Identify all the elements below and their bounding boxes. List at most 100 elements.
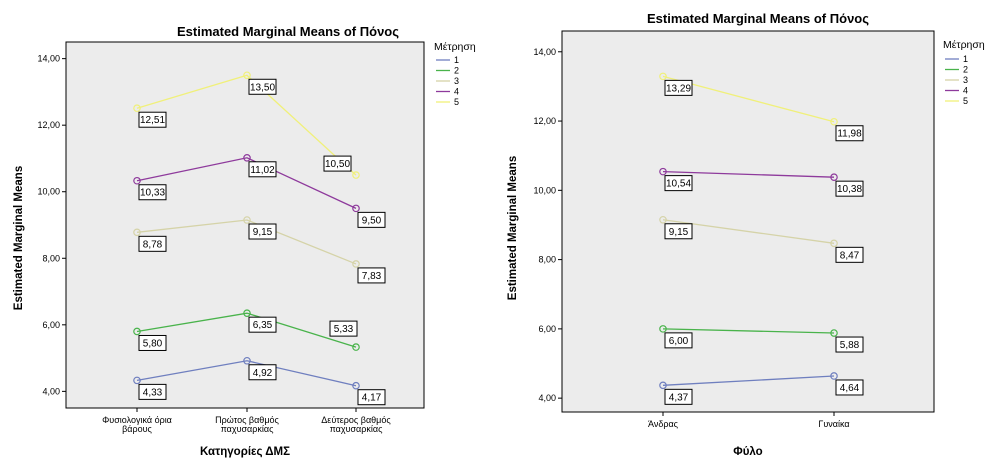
data-label-box [835, 336, 864, 353]
data-point [133, 327, 141, 336]
chart-bmi: Estimated Marginal Means of Πόνος Κατηγο… [13, 24, 476, 458]
data-label-box [138, 111, 167, 128]
data-label: 5,88 [840, 340, 860, 351]
data-point [352, 381, 360, 390]
data-point [830, 117, 838, 126]
data-point [243, 216, 251, 224]
data-label-box [664, 175, 693, 192]
data-label-box [138, 184, 167, 201]
series-line-1 [136, 360, 357, 387]
data-point [352, 343, 360, 351]
data-point [830, 173, 838, 181]
data-label-box [835, 379, 864, 396]
data-point [243, 153, 251, 162]
y-axis-title: Estimated Marginal Means [13, 166, 25, 310]
data-label-box [664, 223, 693, 240]
x-tick-label: βάρους [122, 424, 152, 434]
data-point [352, 260, 360, 268]
data-label: 10,33 [140, 188, 165, 199]
legend-title: Μέτρηση [434, 41, 476, 53]
data-label: 4,33 [143, 387, 163, 398]
data-label: 10,50 [325, 159, 350, 170]
x-tick-label: Φυσιολογικά όρια [102, 415, 172, 425]
data-point [659, 72, 667, 81]
data-label: 5,33 [334, 324, 354, 335]
y-tick-label: 12,00 [533, 116, 556, 126]
series-line-2 [662, 328, 835, 334]
data-point [352, 204, 360, 213]
data-label-box [248, 161, 277, 178]
y-tick-label: 6,00 [538, 324, 556, 334]
data-label: 12,51 [140, 115, 165, 126]
data-label: 8,78 [143, 239, 163, 250]
legend-entry: 5 [963, 96, 968, 106]
data-label: 9,15 [253, 227, 273, 238]
data-label-box [138, 334, 167, 351]
y-axis-title: Estimated Marginal Means [507, 156, 519, 300]
data-label: 6,35 [253, 320, 273, 331]
data-label: 10,54 [666, 179, 691, 190]
plot-area [561, 30, 935, 413]
data-label: 11,98 [837, 129, 862, 140]
data-point [133, 228, 141, 237]
legend-entry: 1 [963, 54, 968, 64]
y-tick-label: 14,00 [533, 47, 556, 57]
series-line-4 [136, 157, 357, 209]
data-label: 13,50 [250, 82, 275, 93]
legend-entry: 2 [454, 66, 459, 76]
data-label-box [835, 180, 864, 197]
chart-gender: Estimated Marginal Means of Πόνος Φύλο E… [507, 11, 985, 458]
y-tick-label: 8,00 [538, 255, 556, 265]
data-label-box [138, 235, 167, 252]
data-point [243, 356, 251, 365]
x-tick-label: Γυναίκα [818, 419, 849, 429]
data-label-box [357, 267, 386, 284]
y-tick-label: 4,00 [42, 386, 60, 396]
data-label: 9,50 [362, 215, 382, 226]
data-label: 4,17 [362, 393, 382, 404]
series-line-2 [136, 312, 357, 348]
data-point [243, 71, 251, 80]
data-label-box [835, 246, 864, 263]
legend-entry: 3 [963, 75, 968, 85]
y-tick-label: 6,00 [42, 320, 60, 330]
data-label: 5,80 [143, 338, 163, 349]
chart-title: Estimated Marginal Means of Πόνος [177, 24, 399, 39]
data-point [659, 325, 667, 333]
data-point [830, 329, 838, 337]
series-line-1 [662, 375, 835, 386]
x-axis-title: Φύλο [733, 446, 762, 458]
data-label: 13,29 [666, 83, 691, 94]
y-tick-label: 4,00 [538, 393, 556, 403]
series-line-4 [662, 170, 835, 178]
data-point [352, 171, 360, 179]
data-point [659, 167, 667, 176]
x-tick-label: Δεύτερος βαθμός [321, 415, 391, 425]
data-point [133, 104, 141, 113]
data-label-box [357, 211, 386, 228]
data-label-box [248, 223, 277, 240]
data-label: 11,02 [250, 165, 275, 176]
y-tick-label: 14,00 [37, 54, 60, 64]
data-point [659, 215, 667, 224]
data-label: 4,92 [253, 368, 273, 379]
x-tick-label: παχυσαρκίας [221, 424, 275, 434]
legend-entry: 1 [454, 55, 459, 65]
data-label-box [664, 79, 693, 96]
x-tick-label: Πρώτος βαθμός [215, 415, 279, 425]
data-label-box [138, 383, 167, 400]
data-point [830, 372, 838, 380]
data-label-box [323, 155, 352, 172]
y-tick-label: 10,00 [533, 185, 556, 195]
data-point [243, 309, 251, 317]
x-tick-label: Άνδρας [648, 419, 679, 429]
chart-title: Estimated Marginal Means of Πόνος [647, 11, 869, 26]
data-point [133, 376, 141, 385]
legend-entry: 2 [963, 65, 968, 75]
x-axis-title: Κατηγορίες ΔΜΣ [200, 446, 290, 458]
data-label-box [248, 364, 277, 381]
data-label-box [357, 389, 386, 406]
legend-entry: 3 [454, 76, 459, 86]
data-label-box [664, 388, 693, 405]
